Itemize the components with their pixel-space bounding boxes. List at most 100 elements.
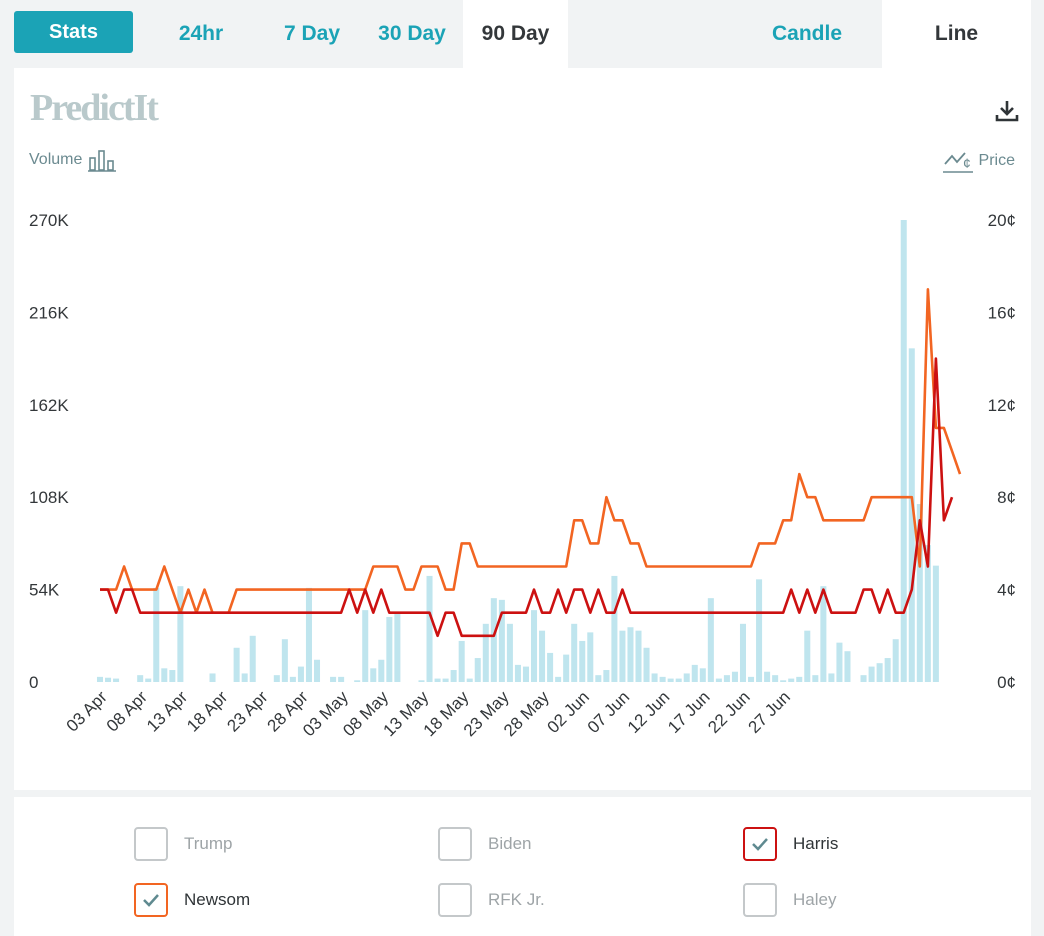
legend-checkbox[interactable] [438,827,472,861]
y-right-tick-label: 16¢ [988,303,1016,322]
x-tick-label: 18 Apr [183,687,231,735]
check-icon [143,894,159,907]
volume-bar [603,670,610,682]
legend-checkbox[interactable] [743,827,777,861]
volume-bar [756,579,763,682]
series-line-newsom [100,288,962,615]
y-left-tick-label: 162K [29,396,69,415]
volume-bar [313,659,321,682]
volume-bar [780,680,787,682]
volume-bar [748,676,755,682]
volume-bar [595,675,602,682]
legend-label: Harris [793,834,839,853]
volume-bar [434,678,441,682]
x-tick-label: 13 Apr [143,687,191,735]
volume-bar [635,630,642,682]
volume-bar [884,658,891,682]
volume-bar [514,664,521,682]
volume-bar [289,676,296,682]
volume-bar [579,640,586,682]
x-tick-label: 08 Apr [103,687,151,735]
volume-bar [281,639,288,682]
legend-item-rfk-jr[interactable]: RFK Jr. [438,883,545,917]
volume-bar [651,673,658,682]
volume-bar [370,668,377,682]
volume-bar [482,623,489,682]
stats-button[interactable]: Stats [14,11,133,53]
volume-bar [539,630,546,682]
volume-bar [555,676,562,682]
volume-bar [169,670,176,682]
volume-bar [796,676,803,682]
legend-item-newsom[interactable]: Newsom [134,883,250,917]
tab-candle[interactable]: Candle [771,22,842,45]
volume-bar [619,630,626,682]
volume-bar [699,668,706,682]
legend-label: Haley [793,890,837,909]
volume-bar [764,671,771,682]
volume-bar [876,663,883,682]
volume-bar [249,635,256,682]
legend-checkbox[interactable] [134,883,168,917]
volume-bar [458,640,465,682]
tab-7-day[interactable]: 7 Day [283,22,341,45]
volume-bar [209,673,216,682]
legend-checkbox[interactable] [134,827,168,861]
y-right-tick-label: 4¢ [997,581,1016,600]
x-tick-label: 03 Apr [63,687,111,735]
volume-bar [418,680,425,682]
volume-bar [723,675,730,682]
volume-bar [547,652,554,682]
volume-bar [442,678,449,682]
volume-bar [707,598,714,682]
price-label-text: Price [978,152,1015,169]
legend-checkbox[interactable] [438,883,472,917]
volume-label-text: Volume [29,151,83,168]
volume-bar [828,673,835,682]
volume-bar [820,586,827,682]
volume-axis-label: Volume [29,148,117,172]
volume-bar [105,677,112,682]
volume-bar [643,647,650,682]
volume-bar [739,623,747,682]
tab-24hr[interactable]: 24hr [178,22,224,45]
tab-90-day[interactable]: 90 Day [463,0,568,68]
volume-bar [788,678,795,682]
volume-bar [426,575,433,682]
predictit-logo: PredictIt [30,87,159,129]
volume-bar [531,610,538,682]
y-right-tick-label: 8¢ [997,488,1016,507]
legend-item-biden[interactable]: Biden [438,827,531,861]
volume-bar [892,639,899,682]
price-axis-label: ¢ Price [942,148,1015,174]
legend-checkbox[interactable] [743,883,777,917]
legend-item-harris[interactable]: Harris [743,827,838,861]
volume-bar [145,678,152,682]
volume-bar [153,587,160,682]
volume-bar [563,654,570,682]
volume-bar [908,348,915,682]
volume-bar [241,673,248,682]
price-volume-chart: 0 54K 108K 162K 216K 270K 0¢ 4¢ 8¢ 12¢ 16¢ 20¢ 03 Ap… [29,211,1016,740]
tab-line[interactable]: Line [882,0,1031,68]
volume-bar [691,664,698,682]
y-left-tick-label: 108K [29,488,69,507]
svg-text:¢: ¢ [963,155,971,171]
y-left-tick-label: 270K [29,211,69,230]
volume-bar [113,678,120,682]
legend-item-trump[interactable]: Trump [134,827,233,861]
volume-bar [522,666,529,682]
download-icon[interactable] [994,98,1020,124]
tab-30-day[interactable]: 30 Day [378,22,446,45]
x-tick-label: 22 Jun [704,687,754,737]
volume-bar [386,616,393,682]
volume-bar [378,659,385,682]
y-right-tick-label: 20¢ [988,211,1016,230]
bar-chart-icon [88,150,117,172]
volume-bar [273,675,280,682]
volume-bar [305,587,312,682]
volume-bar [466,678,473,682]
volume-bar [804,630,811,682]
legend-item-haley[interactable]: Haley [743,883,836,917]
volume-bar [868,666,875,682]
